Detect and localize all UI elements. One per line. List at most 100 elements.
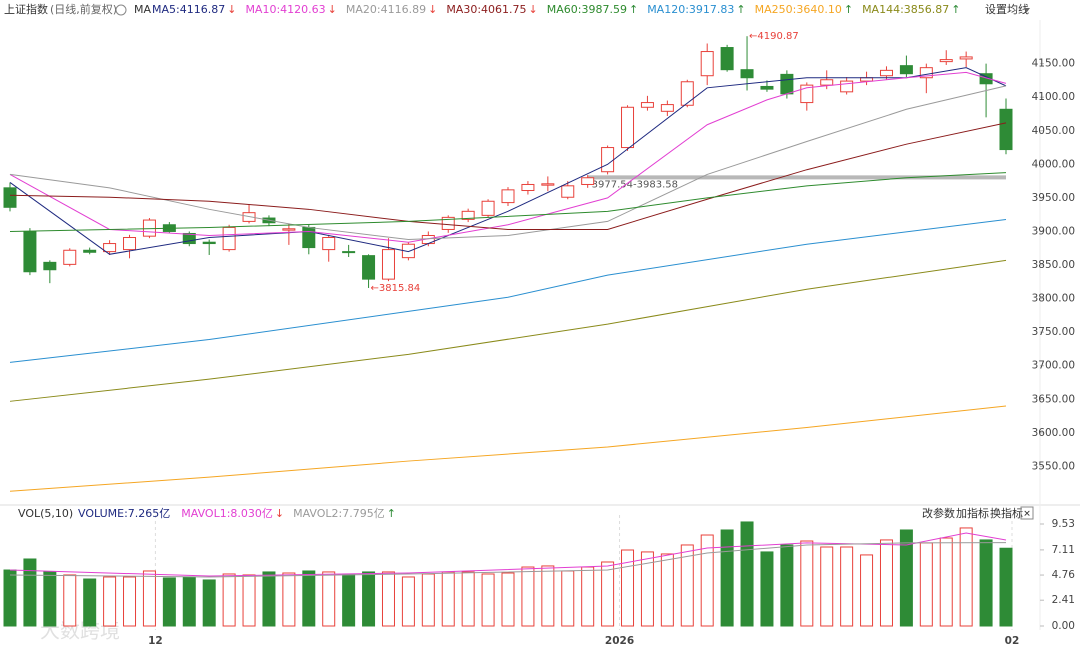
legend-trend: ↓ — [275, 507, 284, 520]
legend-trend: ↑ — [387, 507, 396, 520]
volume-bar — [919, 542, 933, 627]
candle-body — [660, 104, 674, 112]
candle-body — [840, 80, 854, 93]
candle-body — [63, 249, 77, 265]
y-tick-label: 3750.00 — [1032, 326, 1075, 338]
candle-body — [700, 51, 714, 77]
volume-bar — [581, 566, 595, 627]
candle-body — [3, 187, 17, 208]
candle-body — [760, 85, 774, 90]
dropdown-arrow[interactable] — [1024, 8, 1030, 12]
candle-body — [979, 73, 993, 85]
legend-entry: MA30:4061.75 — [446, 3, 526, 16]
volume-bar — [401, 576, 415, 627]
volume-bar — [461, 571, 475, 627]
close-button[interactable]: ✕ — [1023, 510, 1031, 520]
settings-button[interactable]: 设置均线 — [985, 2, 1029, 16]
volume-bar — [83, 578, 97, 627]
candle-body — [621, 106, 635, 149]
candle-body — [83, 249, 97, 253]
ma-line — [9, 172, 1007, 232]
low-annotation: ←3815.84 — [371, 283, 421, 294]
volume-bar — [800, 540, 814, 627]
candle-body — [123, 237, 137, 251]
y-tick-label: 2.41 — [1052, 594, 1075, 606]
volume-bar — [959, 527, 973, 627]
y-tick-label: 3700.00 — [1032, 360, 1075, 372]
volume-bar — [601, 561, 615, 627]
volume-bar — [680, 544, 694, 627]
y-tick-label: 9.53 — [1052, 518, 1075, 530]
candle-body — [740, 69, 754, 79]
volume-bar — [760, 551, 774, 627]
candle-body — [879, 69, 893, 77]
indicator-button[interactable]: 加指标 — [956, 506, 989, 520]
candle-body — [182, 232, 196, 245]
y-tick-label: 4.76 — [1052, 569, 1076, 581]
settings-icon[interactable] — [115, 4, 127, 16]
candle-body — [999, 108, 1013, 151]
candle-body — [362, 255, 376, 280]
candle-body — [481, 200, 495, 216]
volume-bar — [202, 579, 216, 627]
legend-trend: ↓ — [227, 3, 236, 16]
volume-bar — [740, 521, 754, 627]
legend-trend: ↑ — [629, 3, 638, 16]
volume-bar — [242, 574, 256, 627]
x-tick-label: 2026 — [605, 635, 634, 647]
legend-trend: ↑ — [736, 3, 745, 16]
y-tick-label: 4100.00 — [1032, 91, 1075, 103]
y-tick-label: 3900.00 — [1032, 225, 1075, 237]
close-box — [1020, 506, 1034, 520]
y-tick-label: 3550.00 — [1032, 460, 1075, 472]
y-tick-label: 3650.00 — [1032, 393, 1075, 405]
volume-title: VOL(5,10) — [18, 507, 73, 520]
legend-entry: MA20:4116.89 — [346, 3, 426, 16]
indicator-button[interactable]: 改参数 — [922, 506, 955, 520]
volume-bar — [860, 554, 874, 627]
legend-trend: ↓ — [428, 3, 437, 16]
legend-trend: ↓ — [328, 3, 337, 16]
ma-line — [9, 259, 1007, 402]
volume-bar — [222, 573, 236, 627]
candle-body — [601, 147, 615, 173]
candle-body — [103, 243, 117, 253]
volume-bar — [123, 576, 137, 627]
legend-entry: MAVOL1:8.030亿 — [181, 507, 273, 520]
candle-body — [401, 243, 415, 259]
volume-bar — [362, 571, 376, 627]
candle-body — [581, 177, 595, 185]
candle-body — [23, 230, 37, 273]
candle-body — [800, 84, 814, 104]
volume-bar — [421, 573, 435, 627]
volume-bar — [142, 570, 156, 627]
y-tick-label: 7.11 — [1052, 544, 1075, 556]
candle-body — [441, 216, 455, 230]
ma-line — [9, 542, 1007, 578]
volume-bar — [182, 576, 196, 627]
volume-bar — [660, 553, 674, 627]
y-tick-label: 3600.00 — [1032, 427, 1075, 439]
volume-bar — [103, 576, 117, 627]
ma-line — [9, 71, 1007, 243]
volume-bar — [700, 534, 714, 627]
volume-bar — [720, 529, 734, 627]
volume-bar — [939, 537, 953, 627]
ma-line — [9, 85, 1007, 241]
candle-body — [820, 79, 834, 86]
candle-body — [501, 189, 515, 204]
legend-entry: MAVOL2:7.795亿 — [293, 507, 385, 520]
volume-bar — [23, 558, 37, 627]
volume-bar — [521, 566, 535, 627]
legend-trend: ↑ — [951, 3, 960, 16]
volume-bar — [162, 577, 176, 627]
volume-bar — [3, 569, 17, 627]
chart-title: 上证指数 — [4, 2, 48, 16]
volume-bar — [820, 546, 834, 627]
indicator-button[interactable]: 换指标 — [990, 506, 1023, 520]
candle-body — [959, 56, 973, 60]
candle-body — [322, 237, 336, 251]
ma-line — [9, 405, 1007, 492]
